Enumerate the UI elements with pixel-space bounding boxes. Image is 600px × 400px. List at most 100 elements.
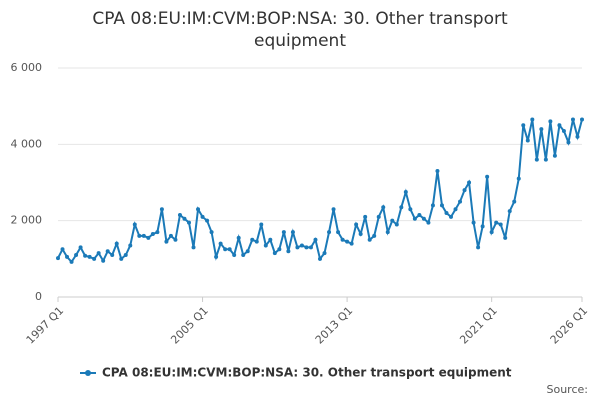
point — [110, 253, 115, 258]
point — [141, 233, 146, 238]
point — [340, 237, 345, 242]
point — [214, 254, 219, 259]
source: Source: — [547, 383, 589, 396]
point — [349, 241, 354, 246]
point — [507, 209, 512, 214]
point — [566, 140, 571, 145]
point — [476, 245, 481, 250]
point — [155, 230, 160, 235]
x-tick-label: 2013 Q1 — [313, 304, 356, 347]
point — [128, 243, 133, 248]
point — [150, 232, 155, 237]
point — [494, 220, 499, 225]
point — [548, 119, 553, 124]
point — [69, 259, 74, 264]
point — [146, 235, 151, 240]
point — [575, 134, 580, 139]
point — [182, 216, 187, 221]
point — [458, 199, 463, 204]
x-tick-label: 2005 Q1 — [168, 304, 211, 347]
point — [471, 220, 476, 225]
point — [426, 220, 431, 225]
point — [480, 224, 485, 229]
point — [485, 174, 490, 179]
point — [308, 245, 313, 250]
point — [403, 190, 408, 195]
point — [101, 258, 106, 263]
point — [272, 251, 277, 256]
point — [250, 237, 255, 242]
point — [209, 230, 214, 235]
point — [430, 203, 435, 208]
point — [318, 256, 322, 261]
point — [196, 207, 201, 212]
point — [417, 212, 422, 217]
point — [376, 214, 381, 219]
point — [281, 230, 286, 235]
point — [503, 235, 508, 240]
point — [168, 233, 173, 238]
point — [114, 241, 119, 246]
point — [322, 251, 327, 256]
x-tick-label: 1997 Q1 — [24, 304, 67, 347]
point — [453, 207, 458, 212]
point — [132, 222, 137, 227]
point — [304, 245, 309, 250]
point — [92, 256, 97, 261]
chart-title: CPA 08:EU:IM:CVM:BOP:NSA: 30. Other tran… — [92, 9, 508, 51]
point — [462, 188, 467, 193]
point — [263, 243, 268, 248]
point — [200, 214, 205, 219]
point — [286, 249, 291, 254]
point — [187, 220, 191, 225]
point — [363, 214, 368, 219]
point — [539, 127, 544, 132]
point — [498, 222, 503, 227]
point — [65, 254, 70, 259]
point — [119, 256, 124, 261]
point — [530, 117, 535, 122]
point — [177, 212, 182, 217]
y-tick-label: 6 000 — [11, 61, 43, 74]
point — [313, 237, 318, 242]
point — [268, 237, 273, 242]
point — [236, 235, 241, 240]
point — [227, 247, 232, 252]
point — [345, 239, 350, 244]
point — [534, 157, 539, 162]
point — [435, 169, 440, 174]
point — [390, 218, 395, 223]
point — [277, 247, 282, 252]
point — [552, 153, 557, 158]
point — [449, 214, 453, 219]
point — [78, 245, 83, 250]
point — [87, 254, 92, 259]
legend-marker — [85, 370, 91, 376]
point — [60, 247, 65, 252]
point — [467, 180, 472, 185]
point — [137, 233, 142, 238]
point — [173, 237, 178, 242]
point — [399, 205, 404, 210]
point — [354, 222, 359, 227]
point — [295, 245, 300, 250]
point — [164, 239, 169, 244]
point — [580, 117, 584, 122]
point — [512, 199, 517, 204]
x-tick-label: 2026 Q1 — [548, 304, 591, 347]
y-tick-label: 4 000 — [11, 137, 43, 150]
point — [327, 230, 332, 235]
point — [543, 157, 548, 162]
point — [74, 253, 79, 258]
point — [83, 253, 88, 258]
point — [96, 251, 101, 256]
point — [367, 237, 372, 242]
x-tick-label: 2021 Q1 — [457, 304, 500, 347]
point — [489, 230, 494, 235]
point — [254, 239, 259, 244]
point — [331, 207, 336, 212]
point — [56, 256, 60, 261]
point — [408, 207, 413, 212]
